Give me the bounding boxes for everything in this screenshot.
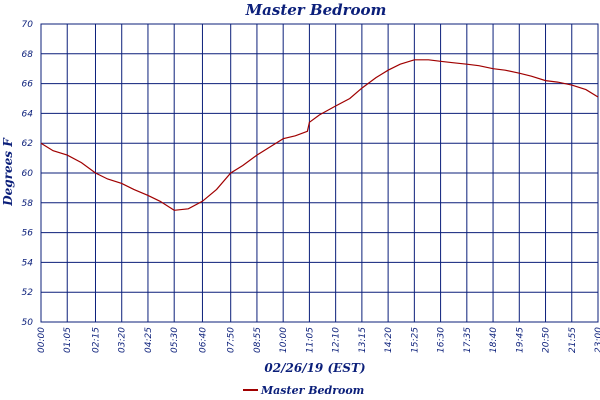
- x-tick-label: 21:55: [568, 327, 578, 353]
- x-tick-label: 17:35: [463, 327, 473, 353]
- y-tick-label: 70: [22, 20, 34, 30]
- y-tick-label: 60: [22, 169, 34, 179]
- x-axis-label: 02/26/19 (EST): [264, 361, 365, 375]
- y-tick-label: 50: [22, 318, 34, 328]
- plot-border: [40, 23, 599, 323]
- chart-title: Master Bedroom: [245, 1, 387, 19]
- y-tick-label: 58: [22, 199, 34, 209]
- x-tick-label: 19:45: [515, 327, 525, 353]
- x-tick-label: 23:00: [594, 327, 600, 353]
- x-tick-label: 13:15: [358, 327, 368, 353]
- x-tick-labels: 00:00 01:05 02:15 03:20 04:25 05:30 06:40 07:50…: [37, 327, 600, 353]
- x-tick-label: 04:25: [144, 327, 154, 353]
- x-tick-label: 15:25: [410, 327, 420, 353]
- x-tick-label: 03:20: [118, 327, 128, 353]
- legend: Master Bedroom: [243, 384, 364, 397]
- y-tick-label: 64: [22, 109, 34, 119]
- grid: [40, 23, 599, 323]
- x-tick-label: 06:40: [198, 327, 208, 353]
- x-tick-label: 08:55: [253, 327, 263, 353]
- y-tick-labels: 50 52 54 56 58 60 62 64 66 68 70: [22, 20, 34, 328]
- x-tick-label: 12:10: [332, 327, 342, 353]
- x-tick-label: 20:50: [542, 327, 552, 353]
- x-tick-label: 16:30: [437, 327, 447, 353]
- x-tick-label: 18:40: [489, 327, 499, 353]
- y-tick-label: 54: [22, 258, 34, 268]
- x-tick-label: 05:30: [170, 327, 180, 353]
- y-tick-label: 68: [22, 50, 34, 60]
- y-tick-label: 52: [22, 288, 34, 298]
- x-tick-label: 10:00: [279, 327, 289, 353]
- legend-label: Master Bedroom: [260, 384, 364, 397]
- series-line-master-bedroom: [40, 59, 599, 211]
- y-tick-label: 56: [22, 229, 34, 239]
- x-tick-label: 00:00: [37, 327, 47, 353]
- y-tick-label: 66: [22, 80, 34, 90]
- x-tick-label: 07:50: [227, 327, 237, 353]
- x-tick-label: 14:20: [384, 327, 394, 353]
- y-tick-label: 62: [22, 139, 34, 149]
- x-tick-label: 11:05: [305, 327, 315, 353]
- x-tick-label: 02:15: [91, 327, 101, 353]
- y-axis-label: Degrees F: [1, 137, 15, 207]
- x-tick-label: 01:05: [63, 327, 73, 353]
